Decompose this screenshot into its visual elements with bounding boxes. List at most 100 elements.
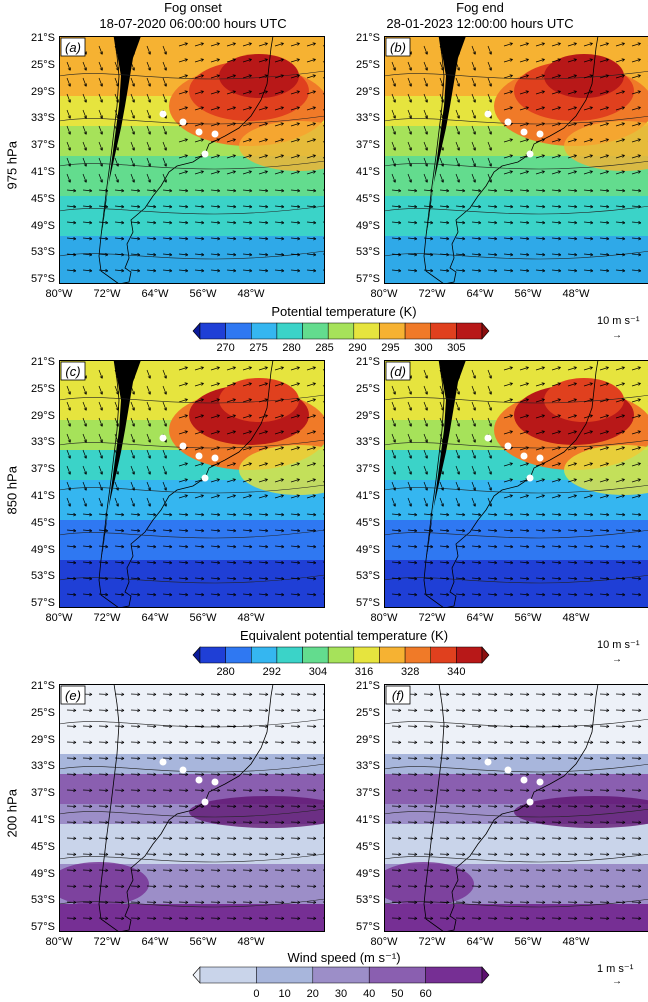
- wind-arrow: [98, 93, 103, 103]
- wind-arrow-head: [73, 528, 77, 533]
- wind-arrow-head: [147, 83, 151, 87]
- wind-arrow-head: [589, 154, 593, 158]
- wind-arrow-head: [440, 471, 444, 475]
- wind-arrow-head: [557, 122, 561, 126]
- wind-arrow: [290, 561, 300, 564]
- wind-arrow-head: [296, 462, 300, 466]
- wind-arrow-head: [200, 170, 204, 174]
- wind-arrow: [66, 561, 76, 564]
- wind-arrow: [274, 107, 284, 111]
- wind-arrow: [535, 123, 545, 127]
- wind-arrow-head: [430, 884, 434, 889]
- wind-arrow-head: [525, 170, 529, 174]
- wind-arrow-head: [606, 528, 610, 533]
- wind-arrow: [146, 269, 156, 272]
- wind-arrow-head: [494, 560, 498, 565]
- wind-arrow: [194, 447, 204, 451]
- wind-arrow: [242, 205, 252, 208]
- wind-arrow: [487, 401, 492, 411]
- wind-arrow-head: [105, 724, 109, 729]
- wind-arrow-head: [510, 188, 514, 193]
- wind-arrow-head: [621, 106, 625, 110]
- wind-arrow-head: [83, 83, 87, 87]
- wind-arrow: [615, 561, 625, 564]
- wind-arrow: [162, 77, 167, 87]
- wind-arrow: [551, 221, 561, 224]
- wind-arrow-head: [430, 916, 434, 921]
- wind-arrow-head: [248, 42, 252, 46]
- wind-arrow-head: [184, 382, 188, 386]
- wind-arrow: [210, 479, 220, 483]
- wind-arrow: [407, 221, 417, 224]
- wind-arrow: [66, 593, 76, 596]
- wind-arrow-head: [296, 154, 300, 158]
- wind-arrow-head: [264, 90, 268, 94]
- wind-arrow-head: [89, 884, 93, 889]
- wind-arrow: [306, 577, 316, 580]
- contour-line: [59, 484, 325, 494]
- wind-arrow-head: [297, 692, 301, 697]
- wind-arrow-head: [424, 455, 428, 459]
- wind-arrow-head: [153, 772, 157, 777]
- wind-arrow: [455, 497, 460, 507]
- wind-arrow-head: [281, 836, 285, 841]
- wind-arrow: [274, 59, 284, 63]
- wind-arrow: [599, 253, 609, 256]
- wind-arrow-head: [574, 592, 578, 597]
- wind-arrow-head: [297, 268, 301, 273]
- colorbar-right-arrow: [481, 646, 490, 664]
- wind-arrow-head: [590, 756, 594, 761]
- wind-arrow-head: [169, 576, 173, 581]
- longitude-tick-label: 72°W: [93, 288, 121, 300]
- wind-arrow-head: [525, 90, 529, 94]
- wind-arrow-head: [557, 382, 561, 386]
- wind-arrow-head: [169, 592, 173, 597]
- wind-arrow-head: [217, 560, 221, 565]
- wind-arrow: [114, 465, 119, 475]
- wind-arrow-head: [440, 455, 444, 459]
- wind-arrow-head: [472, 423, 476, 427]
- wind-arrow-head: [281, 820, 285, 825]
- wind-arrow-head: [621, 398, 625, 402]
- wind-arrow-head: [169, 900, 173, 905]
- wind-arrow-head: [169, 268, 173, 273]
- wind-arrow: [98, 369, 103, 379]
- wind-arrow-head: [621, 42, 625, 46]
- wind-arrow-head: [573, 494, 577, 498]
- wind-arrow: [66, 269, 76, 272]
- wind-arrow-head: [232, 430, 236, 434]
- wind-arrow: [615, 43, 625, 47]
- wind-arrow: [631, 545, 641, 548]
- wind-arrow: [423, 93, 428, 103]
- wind-arrow: [503, 139, 513, 143]
- wind-arrow: [290, 269, 300, 272]
- wind-arrow: [162, 401, 167, 411]
- wind-arrow-head: [392, 67, 396, 71]
- wind-arrow: [439, 237, 449, 240]
- wind-arrow: [306, 171, 316, 175]
- wind-arrow: [519, 367, 529, 371]
- wind-arrow-head: [510, 544, 514, 549]
- wind-arrow-head: [488, 503, 492, 507]
- wind-arrow: [407, 433, 412, 443]
- wind-arrow: [290, 221, 300, 224]
- wind-arrow-head: [488, 375, 492, 379]
- wind-arrow-head: [414, 236, 418, 241]
- wind-arrow-head: [472, 503, 476, 507]
- wind-arrow-head: [297, 900, 301, 905]
- latitude-tick-label: 53°S: [31, 570, 55, 583]
- wind-arrow: [82, 481, 87, 491]
- wind-arrow-head: [398, 724, 402, 729]
- wind-arrow: [439, 369, 444, 379]
- wind-arrow: [130, 45, 135, 55]
- wind-arrow-head: [430, 820, 434, 825]
- wind-arrow: [615, 431, 625, 435]
- wind-arrow-head: [73, 884, 77, 889]
- wind-arrow-head: [83, 115, 87, 119]
- station-marker: [526, 798, 534, 806]
- wind-arrow-head: [605, 398, 609, 402]
- wind-arrow-head: [440, 131, 444, 135]
- wind-arrow-head: [89, 836, 93, 841]
- wind-arrow-head: [472, 99, 476, 103]
- wind-arrow: [423, 205, 433, 208]
